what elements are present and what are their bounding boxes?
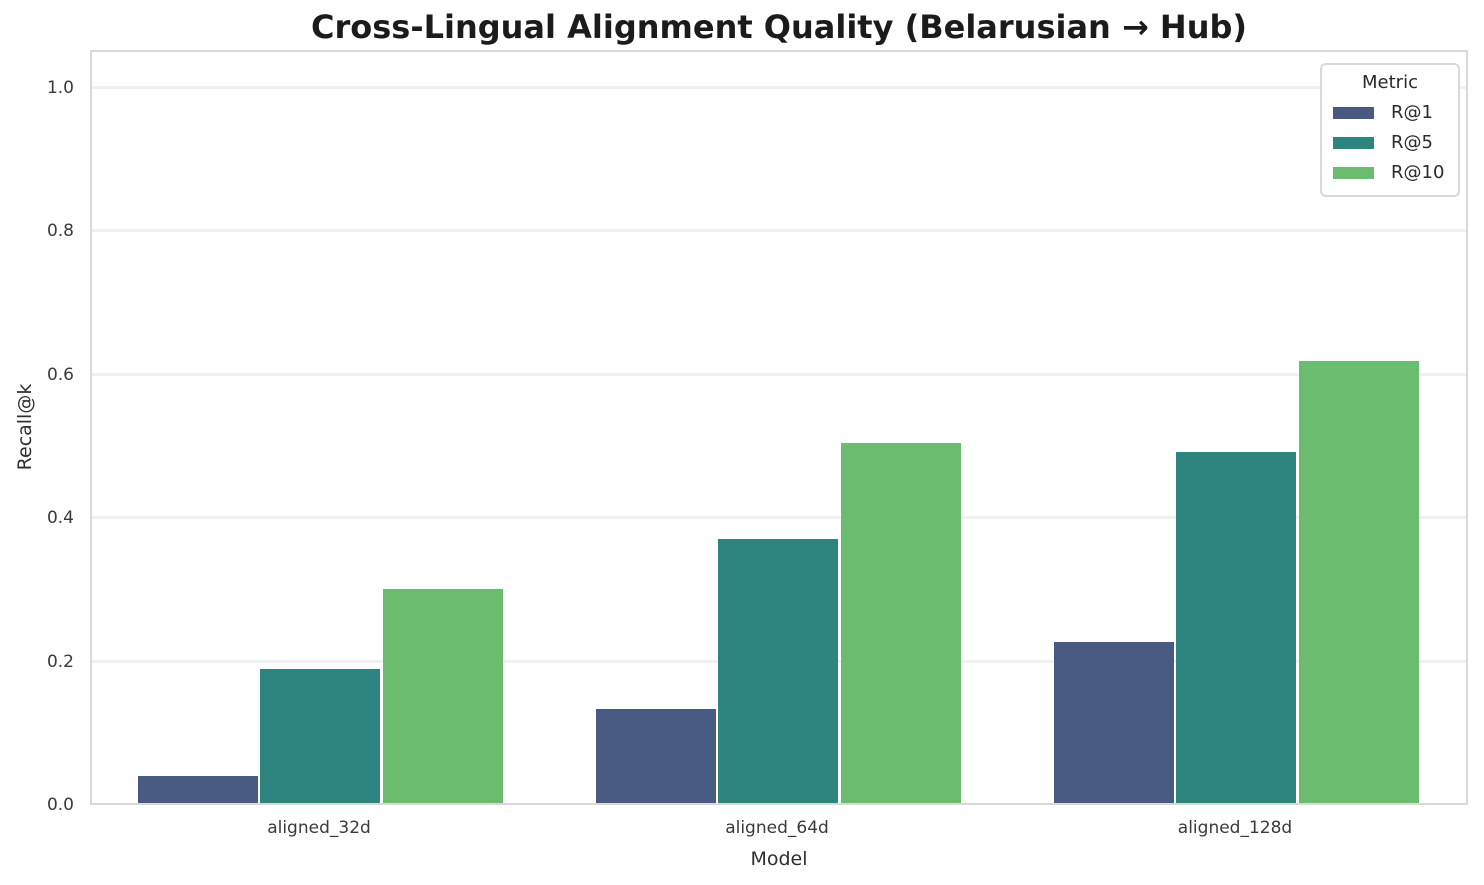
gridline-0.8 (92, 229, 1466, 232)
bar-aligned_64d-R@5 (718, 539, 838, 803)
legend-entry-R@5: R@5 (1333, 133, 1447, 153)
gridline-0.4 (92, 516, 1466, 519)
bar-aligned_64d-R@1 (596, 709, 716, 803)
chart-title: Cross-Lingual Alignment Quality (Belarus… (310, 8, 1248, 46)
x-axis-label: Model (750, 848, 808, 870)
gridline-0.6 (92, 373, 1466, 376)
y-tick-label-1.0: 1.0 (46, 78, 74, 98)
legend-swatch-R@10 (1333, 167, 1374, 179)
bar-aligned_32d-R@10 (383, 589, 503, 803)
legend: Metric R@1 R@5 R@10 (1320, 63, 1460, 197)
y-tick-label-0.0: 0.0 (46, 795, 74, 815)
y-axis-label: Recall@k (14, 383, 36, 471)
y-tick-label-0.8: 0.8 (46, 221, 74, 241)
gridline-1.0 (92, 86, 1466, 89)
y-tick-label-0.6: 0.6 (46, 365, 74, 385)
y-tick-label-0.2: 0.2 (46, 652, 74, 672)
y-tick-label-0.4: 0.4 (46, 508, 74, 528)
legend-rows: R@1 R@5 R@10 (1333, 103, 1447, 183)
bar-aligned_128d-R@10 (1299, 361, 1419, 803)
legend-entry-R@10: R@10 (1333, 163, 1447, 183)
legend-entry-R@1: R@1 (1333, 103, 1447, 123)
bar-aligned_32d-R@5 (260, 669, 380, 803)
x-tick-label-aligned_32d: aligned_32d (267, 818, 371, 838)
legend-label-R@10: R@10 (1391, 162, 1445, 183)
legend-title: Metric (1362, 72, 1418, 93)
bar-aligned_128d-R@5 (1176, 452, 1296, 803)
bar-aligned_32d-R@1 (138, 776, 258, 803)
bar-aligned_128d-R@1 (1054, 642, 1174, 803)
legend-swatch-R@5 (1333, 137, 1374, 149)
x-tick-label-aligned_64d: aligned_64d (725, 818, 829, 838)
bar-aligned_64d-R@10 (841, 443, 961, 803)
plot-area: Metric R@1 R@5 R@10 (90, 50, 1468, 805)
legend-label-R@1: R@1 (1391, 102, 1433, 123)
legend-label-R@5: R@5 (1391, 132, 1433, 153)
legend-swatch-R@1 (1333, 107, 1374, 119)
x-tick-label-aligned_128d: aligned_128d (1177, 818, 1293, 838)
